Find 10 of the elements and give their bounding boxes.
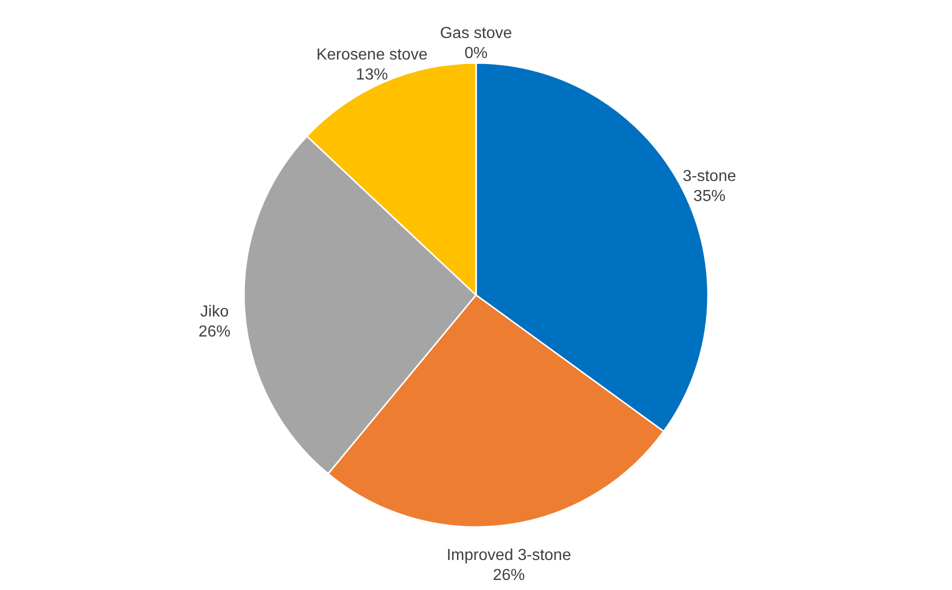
slice-label: Improved 3-stone [446, 546, 572, 564]
data-label: 26% [198, 323, 231, 340]
slice-label: Kerosene stove [316, 46, 428, 64]
data-label: 35% [693, 188, 726, 206]
slice-label: Jiko [200, 303, 229, 320]
text: 0% [464, 45, 488, 62]
data-label: 13% [356, 66, 388, 84]
data-label: 26% [492, 566, 525, 584]
category-label: Gas stove [440, 25, 512, 42]
slice-label: 3-stone [682, 168, 736, 186]
